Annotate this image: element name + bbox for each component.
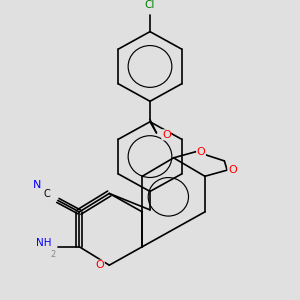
- Text: O: O: [228, 165, 237, 175]
- Text: Cl: Cl: [145, 0, 155, 10]
- Text: C: C: [44, 189, 50, 199]
- Text: N: N: [33, 180, 41, 190]
- Text: 2: 2: [50, 250, 55, 259]
- Text: O: O: [196, 147, 206, 157]
- Text: O: O: [95, 260, 104, 270]
- Text: NH: NH: [36, 238, 52, 248]
- Text: O: O: [162, 130, 171, 140]
